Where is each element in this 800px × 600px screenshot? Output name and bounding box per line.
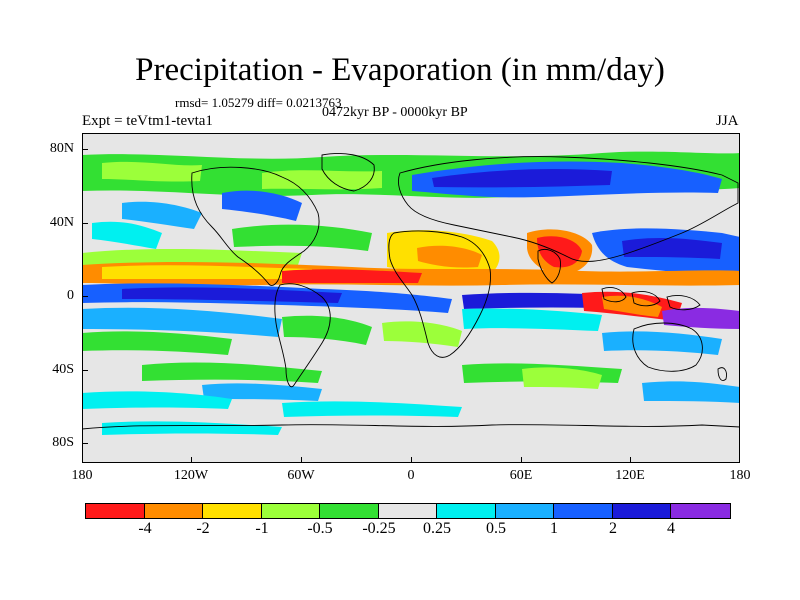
lon-label-60e: 60E <box>509 468 533 483</box>
season-label: JJA <box>716 113 739 129</box>
lat-tick <box>82 223 88 224</box>
lat-label-40n: 40N <box>49 215 74 230</box>
lon-label-180e: 180 <box>729 468 751 483</box>
lon-label-0: 0 <box>407 468 415 483</box>
lon-tick <box>301 457 302 463</box>
colorbar-label: 1 <box>550 520 558 537</box>
stats-text: rmsd= 1.05279 diff= 0.0213763 <box>175 95 342 110</box>
colorbar-box <box>144 504 203 518</box>
colorbar-label: -4 <box>138 520 152 537</box>
lat-label-0: 0 <box>67 288 74 303</box>
map-title: Precipitation - Evaporation (in mm/day) <box>135 52 665 88</box>
lon-label-120w: 120W <box>173 468 209 483</box>
lon-tick <box>411 457 412 463</box>
colorbar-box <box>378 504 437 518</box>
map-frame <box>82 133 740 463</box>
colorbar-box <box>437 504 496 518</box>
colorbar-box <box>320 504 379 518</box>
lon-tick <box>630 457 631 463</box>
experiment-label: Expt = teVtm1-tevta1 <box>82 113 213 129</box>
lat-label-80n: 80N <box>49 141 74 156</box>
lat-label-40s: 40S <box>52 362 74 377</box>
colorbar-label: -0.5 <box>307 520 333 537</box>
colorbar-label: -1 <box>255 520 269 537</box>
lon-label-60w: 60W <box>287 468 315 483</box>
lon-label-180w: 180 <box>71 468 93 483</box>
lat-tick <box>82 443 88 444</box>
colorbar-label: 2 <box>609 520 617 537</box>
map-field <box>82 133 740 463</box>
map-panel <box>82 133 740 463</box>
lat-label-80s: 80S <box>52 435 74 450</box>
colorbar-label: -2 <box>196 520 210 537</box>
lon-tick <box>191 457 192 463</box>
lon-label-120e: 120E <box>615 468 645 483</box>
colorbar-box <box>554 504 613 518</box>
colorbar-box <box>495 504 554 518</box>
colorbar <box>85 503 731 519</box>
colorbar-label: 0.5 <box>486 520 506 537</box>
map-subtitle: 0472kyr BP - 0000kyr BP <box>322 105 468 120</box>
colorbar-label: -0.25 <box>362 520 396 537</box>
colorbar-label: 0.25 <box>423 520 451 537</box>
colorbar-box <box>612 504 671 518</box>
lat-tick <box>82 149 88 150</box>
lat-tick <box>82 296 88 297</box>
colorbar-box <box>671 504 730 518</box>
colorbar-box <box>203 504 262 518</box>
colorbar-label: 4 <box>667 520 675 537</box>
lat-tick <box>82 370 88 371</box>
lon-tick <box>521 457 522 463</box>
colorbar-box <box>86 504 145 518</box>
colorbar-box <box>261 504 320 518</box>
